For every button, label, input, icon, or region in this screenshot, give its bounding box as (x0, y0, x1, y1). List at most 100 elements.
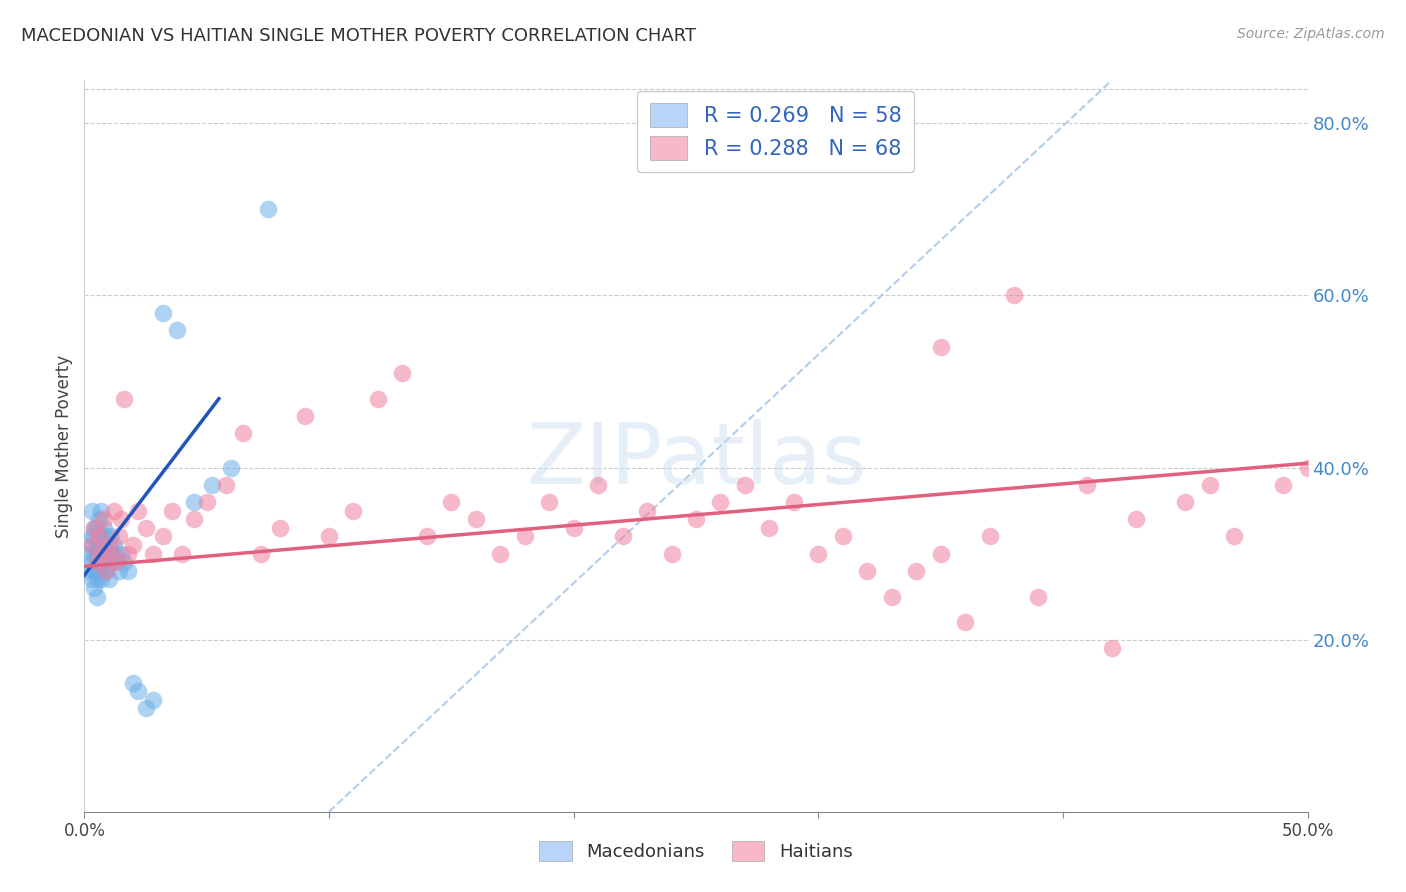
Point (166, 323, 188, 337)
Point (97, 555, 120, 569)
Point (80, 538, 103, 552)
Point (135, 521, 157, 535)
Y-axis label: Single Mother Poverty: Single Mother Poverty (55, 354, 73, 538)
Point (90, 503, 112, 517)
Point (464, 512, 486, 526)
Point (100, 529, 122, 543)
Point (135, 701, 157, 715)
Point (172, 547, 194, 561)
Point (215, 477, 238, 491)
Point (953, 615, 976, 630)
Point (612, 529, 634, 543)
Point (183, 512, 205, 526)
Point (100, 547, 122, 561)
Point (232, 426, 254, 441)
Point (117, 547, 139, 561)
Point (86, 555, 108, 569)
Point (80, 573, 103, 587)
Point (90, 564, 112, 578)
Point (257, 202, 280, 217)
Point (1223, 529, 1246, 543)
Point (87, 529, 110, 543)
Text: ZIPatlas: ZIPatlas (526, 419, 866, 502)
Point (83, 581, 105, 595)
Point (90, 547, 112, 561)
Point (152, 305, 174, 319)
Point (294, 409, 316, 423)
Point (87, 564, 110, 578)
Point (1174, 495, 1197, 509)
Point (142, 693, 165, 707)
Point (83, 529, 105, 543)
Text: Source: ZipAtlas.com: Source: ZipAtlas.com (1237, 27, 1385, 41)
Point (122, 538, 145, 552)
Point (103, 503, 125, 517)
Point (80, 529, 103, 543)
Point (513, 529, 536, 543)
Point (112, 392, 135, 406)
Point (90, 573, 112, 587)
Point (90, 529, 112, 543)
Point (96, 547, 118, 561)
Point (661, 547, 683, 561)
Point (86, 538, 108, 552)
Point (77, 547, 100, 561)
Point (391, 366, 413, 380)
Point (97, 538, 120, 552)
Point (127, 684, 149, 698)
Point (758, 521, 780, 535)
Point (122, 675, 145, 690)
Point (103, 538, 125, 552)
Legend: Macedonians, Haitians: Macedonians, Haitians (533, 834, 859, 869)
Point (1296, 460, 1319, 475)
Point (831, 529, 853, 543)
Point (87, 555, 110, 569)
Point (1198, 477, 1220, 491)
Point (1101, 641, 1123, 656)
Point (195, 495, 218, 509)
Point (86, 564, 108, 578)
Point (929, 340, 952, 354)
Point (979, 529, 1001, 543)
Point (83, 521, 105, 535)
Point (162, 503, 184, 517)
Point (100, 547, 122, 561)
Point (117, 564, 139, 578)
Point (86, 547, 108, 561)
Point (269, 521, 291, 535)
Point (110, 547, 132, 561)
Point (107, 564, 129, 578)
Point (80, 503, 103, 517)
Point (96, 529, 118, 543)
Point (103, 555, 125, 569)
Point (107, 529, 129, 543)
Point (86, 590, 108, 604)
Text: MACEDONIAN VS HAITIAN SINGLE MOTHER POVERTY CORRELATION CHART: MACEDONIAN VS HAITIAN SINGLE MOTHER POVE… (21, 27, 696, 45)
Point (905, 564, 928, 578)
Point (112, 555, 135, 569)
Point (1076, 477, 1098, 491)
Point (96, 564, 118, 578)
Point (416, 529, 439, 543)
Point (83, 521, 105, 535)
Point (636, 503, 658, 517)
Point (127, 503, 149, 517)
Point (97, 573, 120, 587)
Point (219, 460, 242, 475)
Point (342, 503, 364, 517)
Point (93, 555, 115, 569)
Point (152, 529, 174, 543)
Point (105, 555, 128, 569)
Point (83, 547, 105, 561)
Point (562, 521, 585, 535)
Point (86, 521, 108, 535)
Point (880, 590, 903, 604)
Point (734, 477, 756, 491)
Point (538, 495, 561, 509)
Point (93, 521, 115, 535)
Point (80, 538, 103, 552)
Point (249, 547, 271, 561)
Point (87, 529, 110, 543)
Point (87, 538, 110, 552)
Point (93, 512, 115, 526)
